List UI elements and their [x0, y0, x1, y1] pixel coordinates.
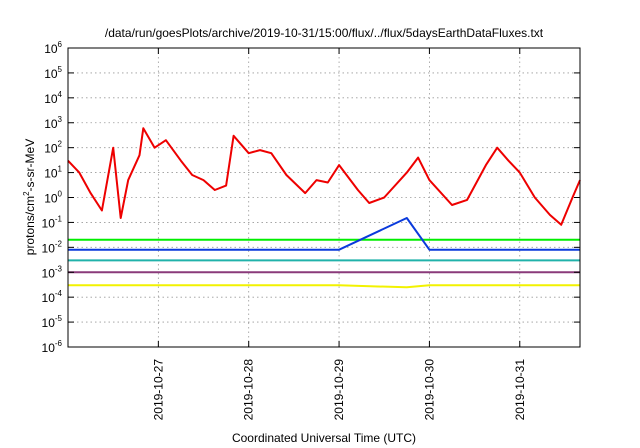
series-line	[68, 284, 580, 289]
y-tick-label: 10-6	[42, 339, 63, 355]
x-axis: 2019-10-27 2019-10-28 2019-10-29 2019-10-30…	[151, 48, 527, 421]
series-line	[67, 127, 581, 226]
y-tick-label: 106	[44, 40, 62, 56]
y-tick-label: 100	[44, 190, 62, 206]
x-tick-label: 2019-10-27	[151, 359, 165, 421]
y-tick-label: 105	[44, 65, 62, 81]
y-tick-label: 102	[44, 140, 62, 156]
x-tick-label: 2019-10-28	[242, 359, 256, 421]
x-axis-label: Coordinated Universal Time (UTC)	[232, 431, 416, 445]
x-tick-label: 2019-10-31	[513, 359, 527, 421]
x-tick-label: 2019-10-29	[332, 359, 346, 421]
series-line	[68, 217, 580, 251]
y-axis: 10-6 10-5 10-4 10-3 10-2 10-1 100 101 102 103 104 1…	[42, 40, 580, 355]
y-axis-label-main: protons/cm	[23, 196, 37, 255]
y-tick-label: 103	[44, 115, 62, 131]
y-tick-label: 104	[44, 90, 62, 106]
y-axis-label: protons/cm2-s-sr-MeV	[22, 139, 37, 255]
chart-title: /data/run/goesPlots/archive/2019-10-31/1…	[105, 26, 544, 40]
y-axis-label-superscript: 2	[22, 191, 31, 196]
y-tick-label: 101	[44, 165, 62, 181]
y-tick-label: 10-2	[42, 239, 63, 255]
y-tick-label: 10-3	[42, 264, 63, 280]
y-tick-label: 10-1	[42, 214, 63, 230]
y-axis-label-tail: -s-sr-MeV	[23, 139, 37, 192]
x-tick-label: 2019-10-30	[422, 359, 436, 421]
grid-lines	[68, 48, 580, 347]
series-group	[67, 127, 581, 289]
y-tick-label: 10-4	[42, 289, 63, 305]
y-tick-label: 10-5	[42, 314, 63, 330]
